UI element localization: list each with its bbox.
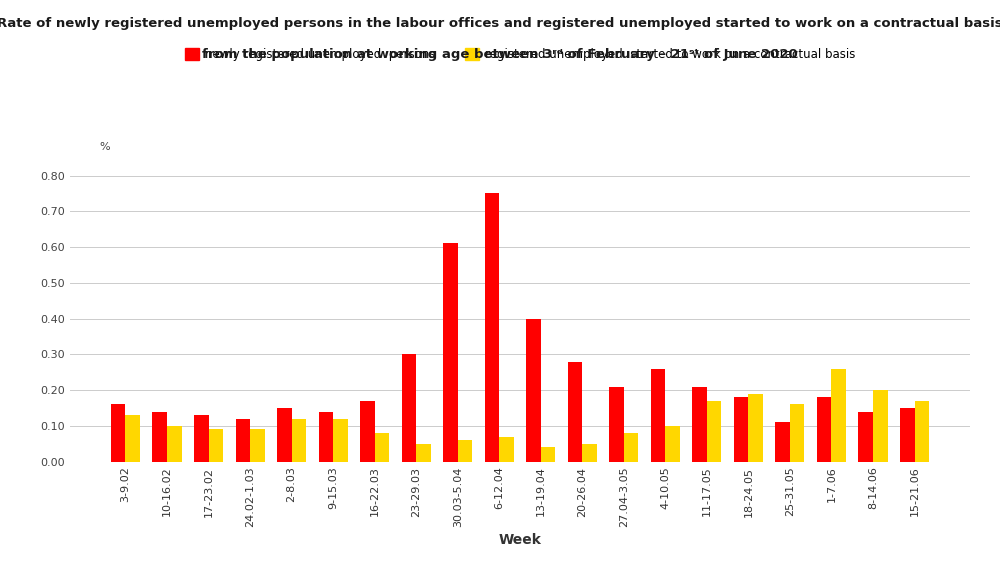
- Bar: [499, 437, 514, 462]
- Text: from the population at working age between 3ʳᵈ of February – 21ˢᵗ of June 2020: from the population at working age betwe…: [202, 48, 798, 61]
- Bar: [858, 412, 873, 462]
- Bar: [582, 444, 597, 462]
- Bar: [485, 194, 499, 462]
- Legend: newly registered unemployed  persons, registered unemployed  started to work on : newly registered unemployed persons, reg…: [185, 48, 855, 61]
- Bar: [416, 444, 431, 462]
- Bar: [624, 433, 638, 462]
- X-axis label: Week: Week: [499, 533, 541, 547]
- Bar: [817, 397, 831, 462]
- Bar: [194, 415, 209, 462]
- Bar: [665, 426, 680, 462]
- Bar: [831, 369, 846, 462]
- Bar: [900, 408, 915, 462]
- Bar: [458, 440, 472, 462]
- Bar: [651, 369, 665, 462]
- Bar: [292, 419, 306, 462]
- Bar: [734, 397, 748, 462]
- Bar: [707, 401, 721, 462]
- Bar: [541, 448, 555, 462]
- Bar: [402, 354, 416, 462]
- Bar: [333, 419, 348, 462]
- Bar: [790, 404, 804, 462]
- Bar: [568, 361, 582, 462]
- Bar: [375, 433, 389, 462]
- Bar: [236, 419, 250, 462]
- Bar: [915, 401, 929, 462]
- Bar: [609, 387, 624, 462]
- Bar: [167, 426, 182, 462]
- Bar: [692, 387, 707, 462]
- Bar: [152, 412, 167, 462]
- Text: %: %: [99, 141, 110, 151]
- Bar: [111, 404, 125, 462]
- Bar: [748, 394, 763, 462]
- Bar: [250, 430, 265, 462]
- Bar: [125, 415, 140, 462]
- Bar: [277, 408, 292, 462]
- Bar: [209, 430, 223, 462]
- Bar: [360, 401, 375, 462]
- Bar: [319, 412, 333, 462]
- Bar: [775, 422, 790, 462]
- Text: Rate of newly registered unemployed persons in the labour offices and registered: Rate of newly registered unemployed pers…: [0, 17, 1000, 30]
- Bar: [526, 319, 541, 462]
- Bar: [873, 390, 888, 462]
- Bar: [443, 243, 458, 462]
